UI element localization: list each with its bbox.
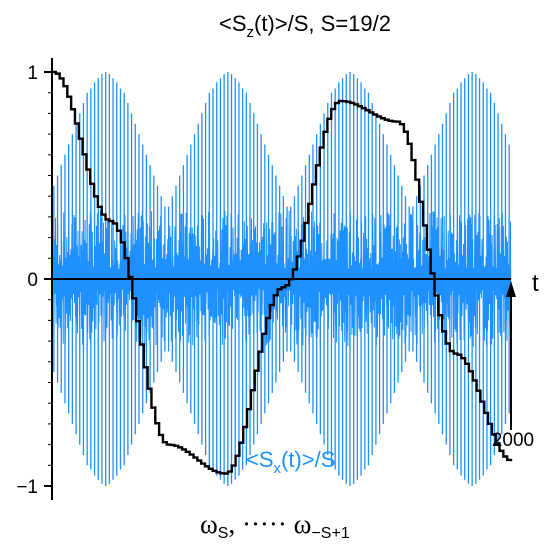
omega-dots: , ····· (228, 509, 293, 539)
y-tick-label-2: −1 (16, 477, 38, 498)
x-axis-label: t (532, 270, 539, 297)
title-sub: z (247, 24, 255, 41)
sx-label-sub: x (274, 460, 282, 477)
title-post: (t)>/S, S=19/2 (254, 11, 391, 36)
title-pre: <S (219, 11, 247, 36)
omega-1: ω (200, 509, 218, 539)
axes: 1 0 −1 (16, 58, 516, 500)
sx-label-post: (t)>/S (281, 447, 335, 472)
sx-label: <Sx(t)>/S (246, 447, 335, 477)
chart-title: <Sz(t)>/S, S=19/2 (219, 11, 391, 41)
x-end-arrow-head (506, 281, 516, 297)
sz-series (52, 70, 513, 475)
sx-label-pre: <S (246, 447, 274, 472)
omega-label: ωS, ····· ω−S+1 (200, 509, 350, 542)
omega-1-sub: S (218, 525, 229, 542)
y-tick-label-0: 1 (27, 63, 38, 84)
omega-2-sub: −S+1 (311, 525, 349, 542)
y-tick-label-1: 0 (27, 270, 38, 291)
y-tick-labels: 1 0 −1 (16, 63, 38, 498)
omega-2: ω (294, 509, 312, 539)
y-tick-marks (44, 71, 52, 487)
x-end-label: 2000 (492, 430, 534, 451)
sz-line (52, 70, 513, 475)
